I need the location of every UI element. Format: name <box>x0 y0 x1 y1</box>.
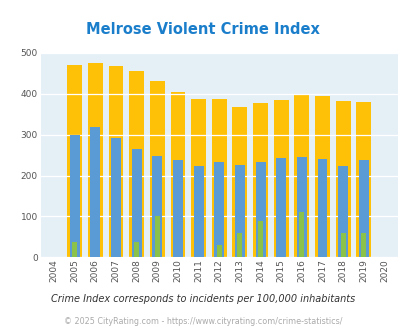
Bar <box>360 233 365 257</box>
Bar <box>232 107 247 257</box>
Bar <box>191 99 205 257</box>
Bar <box>358 160 368 257</box>
Bar <box>134 242 139 257</box>
Bar <box>294 94 309 257</box>
Bar <box>356 102 370 257</box>
Bar <box>298 212 304 257</box>
Bar <box>108 66 123 257</box>
Text: Crime Index corresponds to incidents per 100,000 inhabitants: Crime Index corresponds to incidents per… <box>51 294 354 304</box>
Bar <box>193 166 203 257</box>
Bar <box>237 233 242 257</box>
Bar <box>314 96 329 257</box>
Bar <box>149 81 164 257</box>
Bar <box>70 135 79 257</box>
Bar <box>252 103 267 257</box>
Bar <box>258 221 262 257</box>
Text: Melrose Violent Crime Index: Melrose Violent Crime Index <box>86 22 319 37</box>
Bar <box>275 157 286 257</box>
Bar <box>129 71 144 257</box>
Bar <box>154 216 160 257</box>
Bar <box>317 159 327 257</box>
Bar <box>214 162 224 257</box>
Bar <box>67 65 82 257</box>
Bar <box>87 63 102 257</box>
Bar <box>296 157 306 257</box>
Bar <box>173 160 182 257</box>
Bar <box>216 245 221 257</box>
Bar <box>234 165 244 257</box>
Bar <box>72 242 77 257</box>
Bar <box>211 99 226 257</box>
Bar <box>337 166 347 257</box>
Bar <box>340 233 345 257</box>
Bar <box>90 127 100 257</box>
Bar <box>273 100 288 257</box>
Bar <box>152 156 162 257</box>
Bar <box>255 162 265 257</box>
Bar <box>111 138 121 257</box>
Text: © 2025 CityRating.com - https://www.cityrating.com/crime-statistics/: © 2025 CityRating.com - https://www.city… <box>64 317 341 326</box>
Bar <box>131 149 141 257</box>
Bar <box>335 102 350 257</box>
Bar <box>170 92 185 257</box>
